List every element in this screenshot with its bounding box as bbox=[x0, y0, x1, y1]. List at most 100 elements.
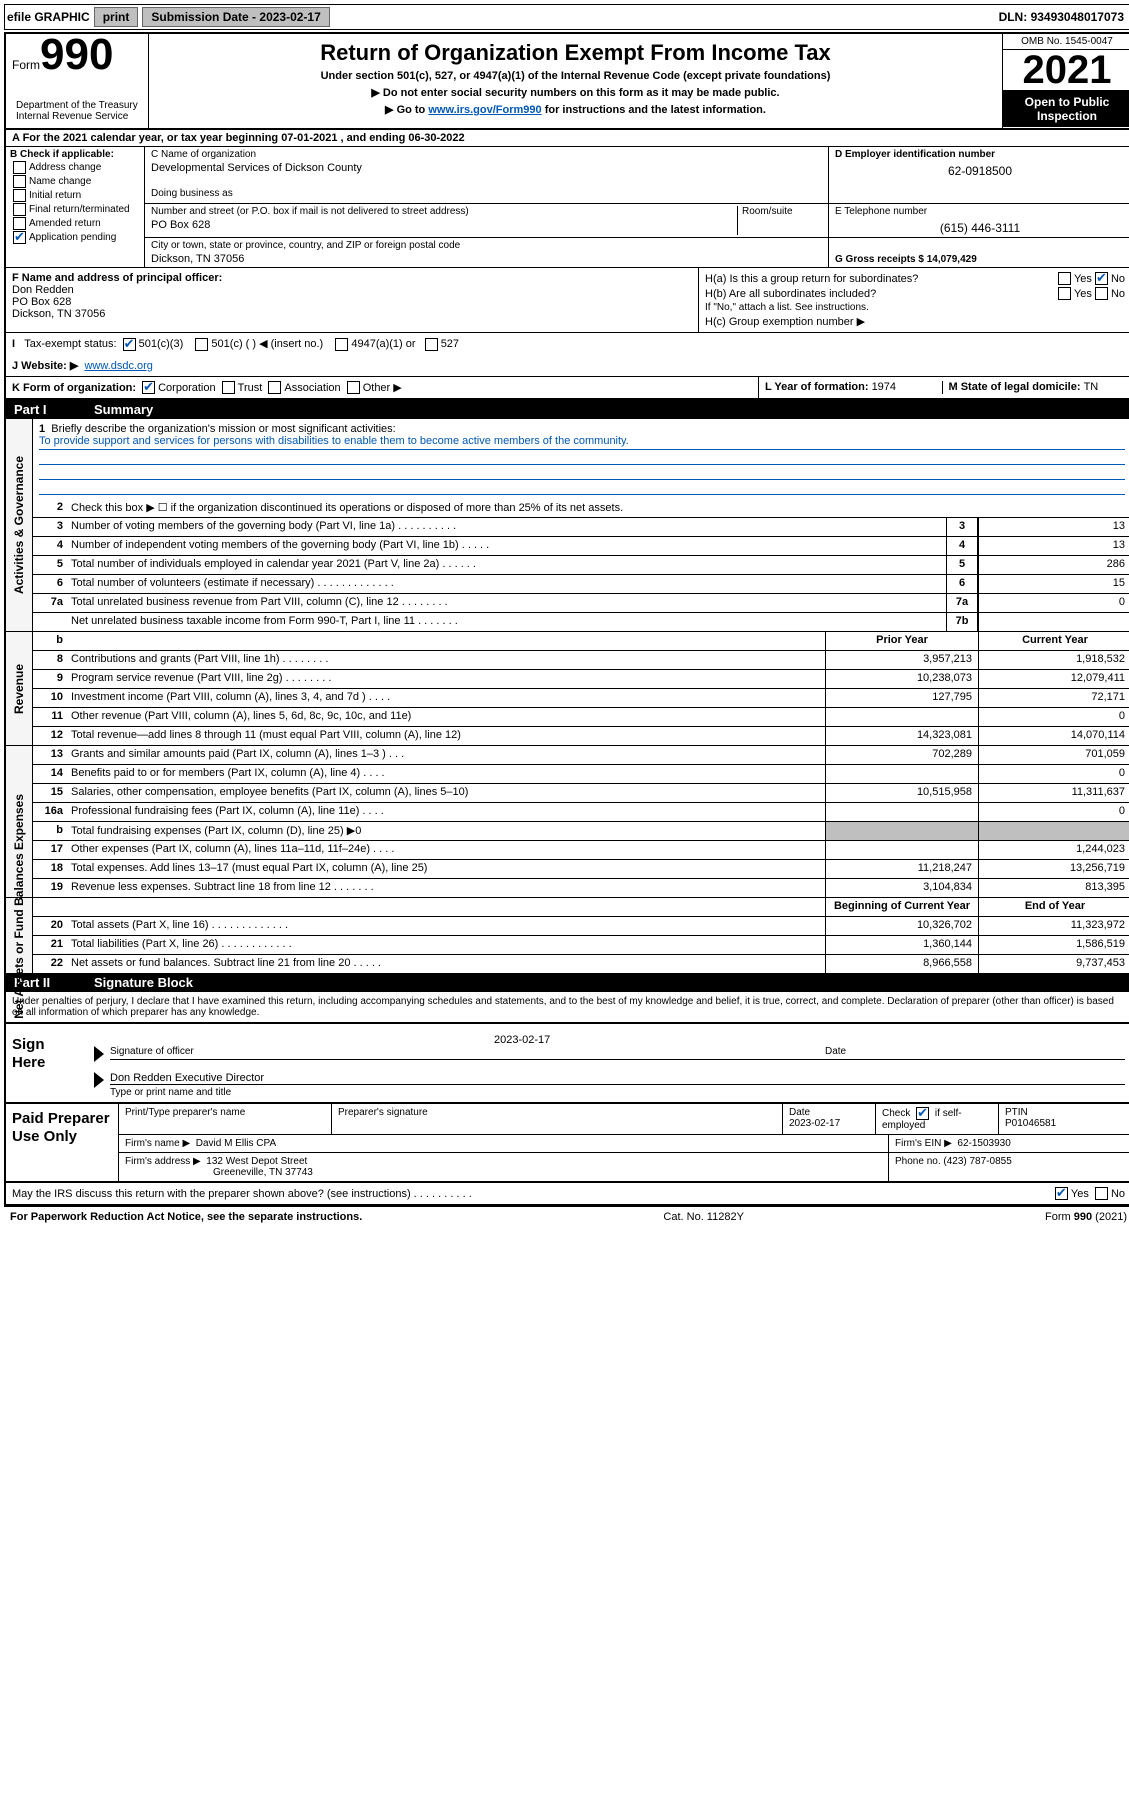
self-employed-checkbox[interactable] bbox=[916, 1107, 929, 1120]
ha-no-checkbox[interactable] bbox=[1095, 272, 1108, 285]
check-final-return[interactable]: Final return/terminated bbox=[10, 203, 140, 216]
officer-name: Don Redden bbox=[12, 284, 692, 296]
sig-officer-label: Signature of officer bbox=[110, 1046, 825, 1057]
hb-no-checkbox[interactable] bbox=[1095, 287, 1108, 300]
section-c-wrapper: C Name of organization Developmental Ser… bbox=[145, 147, 1129, 267]
i-527-checkbox[interactable] bbox=[425, 338, 438, 351]
phone-cell: E Telephone number (615) 446-3111 bbox=[829, 204, 1129, 237]
subtitle-2: ▶ Do not enter social security numbers o… bbox=[155, 86, 996, 99]
data-row: 15 Salaries, other compensation, employe… bbox=[33, 783, 1129, 802]
officer-name-title: Don Redden Executive Director bbox=[110, 1072, 1125, 1085]
subtitle-3: ▶ Go to www.irs.gov/Form990 for instruct… bbox=[155, 103, 996, 116]
ha-yes-checkbox[interactable] bbox=[1058, 272, 1071, 285]
caret-icon bbox=[94, 1072, 104, 1088]
section-klm: K Form of organization: Corporation Trus… bbox=[6, 377, 1129, 401]
section-bcdeg: B Check if applicable: Address change Na… bbox=[6, 147, 1129, 268]
governance-row: 3 Number of voting members of the govern… bbox=[33, 517, 1129, 536]
firm-phone-cell: Phone no. (423) 787-0855 bbox=[889, 1153, 1129, 1181]
section-j: J Website: ▶ www.dsdc.org bbox=[6, 355, 1129, 377]
governance-row: 7a Total unrelated business revenue from… bbox=[33, 593, 1129, 612]
department-label: Department of the Treasury Internal Reve… bbox=[12, 98, 142, 124]
form-number-cell: Form990 Department of the Treasury Inter… bbox=[6, 34, 149, 128]
end-year-header: End of Year bbox=[978, 898, 1129, 916]
dln-label: DLN: 93493048017073 bbox=[999, 10, 1129, 24]
city-value: Dickson, TN 37056 bbox=[151, 251, 822, 265]
subtitle-1: Under section 501(c), 527, or 4947(a)(1)… bbox=[155, 70, 996, 82]
i-501c3-checkbox[interactable] bbox=[123, 338, 136, 351]
data-row: 10 Investment income (Part VIII, column … bbox=[33, 688, 1129, 707]
k-corp-checkbox[interactable] bbox=[142, 381, 155, 394]
check-amended-return[interactable]: Amended return bbox=[10, 217, 140, 230]
k-assoc-checkbox[interactable] bbox=[268, 381, 281, 394]
section-fh: F Name and address of principal officer:… bbox=[6, 268, 1129, 333]
page-footer: For Paperwork Reduction Act Notice, see … bbox=[4, 1206, 1129, 1227]
beginning-year-header: Beginning of Current Year bbox=[825, 898, 978, 916]
data-row: 19 Revenue less expenses. Subtract line … bbox=[33, 878, 1129, 897]
gross-receipts-cell: G Gross receipts $ 14,079,429 bbox=[829, 238, 1129, 267]
data-row: 9 Program service revenue (Part VIII, li… bbox=[33, 669, 1129, 688]
discuss-yes-checkbox[interactable] bbox=[1055, 1187, 1068, 1200]
firm-addr-cell: Firm's address ▶ 132 West Depot Street G… bbox=[119, 1153, 889, 1181]
prep-sig-header: Preparer's signature bbox=[332, 1104, 783, 1134]
sign-here-label: Sign Here bbox=[6, 1024, 88, 1102]
governance-row: 6 Total number of volunteers (estimate i… bbox=[33, 574, 1129, 593]
discuss-no-checkbox[interactable] bbox=[1095, 1187, 1108, 1200]
section-f: F Name and address of principal officer:… bbox=[6, 268, 699, 332]
data-row: 18 Total expenses. Add lines 13–17 (must… bbox=[33, 859, 1129, 878]
governance-row: Net unrelated business taxable income fr… bbox=[33, 612, 1129, 631]
penalty-statement: Under penalties of perjury, I declare th… bbox=[6, 992, 1129, 1022]
revenue-tab: Revenue bbox=[6, 632, 33, 745]
submission-date-button[interactable]: Submission Date - 2023-02-17 bbox=[142, 7, 329, 27]
mission-text: To provide support and services for pers… bbox=[39, 435, 1125, 450]
expenses-block: Expenses 13 Grants and similar amounts p… bbox=[6, 746, 1129, 898]
b-header: B Check if applicable: bbox=[10, 149, 140, 160]
irs-link[interactable]: www.irs.gov/Form990 bbox=[428, 104, 541, 116]
mission-section: 1 Briefly describe the organization's mi… bbox=[33, 419, 1129, 499]
city-cell: City or town, state or province, country… bbox=[145, 238, 829, 267]
k-other-checkbox[interactable] bbox=[347, 381, 360, 394]
governance-tab: Activities & Governance bbox=[6, 419, 33, 631]
form-title: Return of Organization Exempt From Incom… bbox=[155, 40, 996, 66]
footer-left: For Paperwork Reduction Act Notice, see … bbox=[10, 1211, 362, 1223]
part2-header: Part II Signature Block bbox=[6, 973, 1129, 992]
data-row: b Total fundraising expenses (Part IX, c… bbox=[33, 821, 1129, 840]
sig-date-label: Date bbox=[825, 1046, 1125, 1057]
section-a: A For the 2021 calendar year, or tax yea… bbox=[6, 130, 1129, 147]
check-initial-return[interactable]: Initial return bbox=[10, 189, 140, 202]
current-year-header: Current Year bbox=[978, 632, 1129, 650]
data-row: 13 Grants and similar amounts paid (Part… bbox=[33, 746, 1129, 764]
check-app-pending[interactable]: Application pending bbox=[10, 231, 140, 244]
print-button[interactable]: print bbox=[94, 7, 139, 27]
section-h: H(a) Is this a group return for subordin… bbox=[699, 268, 1129, 332]
gross-receipts-value: 14,079,429 bbox=[927, 254, 977, 265]
data-row: 11 Other revenue (Part VIII, column (A),… bbox=[33, 707, 1129, 726]
revenue-block: Revenue b Prior Year Current Year 8 Cont… bbox=[6, 632, 1129, 746]
prep-selfemployed-cell: Check if self-employed bbox=[876, 1104, 999, 1134]
phone-value: (615) 446-3111 bbox=[835, 217, 1125, 235]
check-address-change[interactable]: Address change bbox=[10, 161, 140, 174]
data-row: 21 Total liabilities (Part X, line 26) .… bbox=[33, 935, 1129, 954]
i-501c-checkbox[interactable] bbox=[195, 338, 208, 351]
discuss-row: May the IRS discuss this return with the… bbox=[6, 1183, 1129, 1204]
efile-label: efile GRAPHIC bbox=[7, 10, 90, 24]
i-4947-checkbox[interactable] bbox=[335, 338, 348, 351]
check-name-change[interactable]: Name change bbox=[10, 175, 140, 188]
governance-row: 5 Total number of individuals employed i… bbox=[33, 555, 1129, 574]
form-title-cell: Return of Organization Exempt From Incom… bbox=[149, 34, 1003, 128]
line-2: 2 Check this box ▶ ☐ if the organization… bbox=[33, 499, 1129, 517]
prep-date-cell: Date 2023-02-17 bbox=[783, 1104, 876, 1134]
k-trust-checkbox[interactable] bbox=[222, 381, 235, 394]
netassets-block: Net Assets or Fund Balances Beginning of… bbox=[6, 898, 1129, 973]
preparer-label: Paid Preparer Use Only bbox=[6, 1104, 119, 1181]
footer-right: Form 990 (2021) bbox=[1045, 1211, 1127, 1223]
netassets-tab: Net Assets or Fund Balances bbox=[6, 898, 33, 973]
ein-cell: D Employer identification number 62-0918… bbox=[829, 147, 1129, 203]
website-link[interactable]: www.dsdc.org bbox=[84, 360, 152, 372]
ein-value: 62-0918500 bbox=[835, 160, 1125, 178]
section-b: B Check if applicable: Address change Na… bbox=[6, 147, 145, 267]
hb-yes-checkbox[interactable] bbox=[1058, 287, 1071, 300]
section-l: L Year of formation: 1974 bbox=[765, 381, 943, 395]
data-row: 22 Net assets or fund balances. Subtract… bbox=[33, 954, 1129, 973]
org-name: Developmental Services of Dickson County bbox=[151, 160, 822, 174]
officer-addr1: PO Box 628 bbox=[12, 296, 692, 308]
